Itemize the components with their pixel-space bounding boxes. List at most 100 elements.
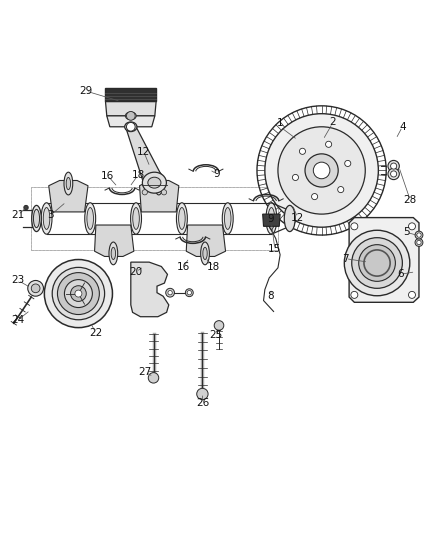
Circle shape <box>391 171 397 177</box>
Ellipse shape <box>131 203 141 234</box>
Text: 12: 12 <box>291 213 304 223</box>
Circle shape <box>344 230 410 296</box>
Ellipse shape <box>156 177 161 190</box>
Circle shape <box>64 280 92 308</box>
Polygon shape <box>140 181 179 212</box>
Circle shape <box>415 239 423 246</box>
Ellipse shape <box>266 203 277 234</box>
Circle shape <box>415 231 423 239</box>
Ellipse shape <box>179 207 185 229</box>
Circle shape <box>300 148 306 155</box>
Ellipse shape <box>33 209 39 228</box>
Circle shape <box>313 162 330 179</box>
Text: 2: 2 <box>329 117 336 126</box>
Ellipse shape <box>142 172 166 193</box>
Circle shape <box>345 160 351 166</box>
Circle shape <box>142 190 148 195</box>
Circle shape <box>278 127 365 214</box>
Text: 22: 22 <box>89 328 102 338</box>
Ellipse shape <box>148 177 161 188</box>
Ellipse shape <box>85 203 95 234</box>
Ellipse shape <box>41 203 52 234</box>
Ellipse shape <box>125 112 136 120</box>
Polygon shape <box>106 101 156 116</box>
Text: 6: 6 <box>397 269 403 279</box>
Text: 5: 5 <box>403 228 410 237</box>
Circle shape <box>71 286 86 302</box>
Ellipse shape <box>154 172 163 195</box>
Circle shape <box>214 321 224 330</box>
Ellipse shape <box>64 172 73 195</box>
Circle shape <box>417 233 421 237</box>
Ellipse shape <box>133 207 139 229</box>
Ellipse shape <box>32 205 41 231</box>
Circle shape <box>409 223 416 230</box>
Ellipse shape <box>125 122 137 132</box>
Circle shape <box>127 111 135 120</box>
Circle shape <box>24 205 28 210</box>
Text: 20: 20 <box>130 266 143 277</box>
Circle shape <box>44 260 113 328</box>
Circle shape <box>352 238 403 288</box>
Circle shape <box>359 245 396 281</box>
Circle shape <box>168 290 172 295</box>
Ellipse shape <box>43 207 50 229</box>
Circle shape <box>293 174 299 181</box>
Text: 7: 7 <box>343 254 349 264</box>
Text: 1: 1 <box>277 118 283 128</box>
Polygon shape <box>107 116 155 127</box>
Text: 24: 24 <box>11 315 25 325</box>
Text: 18: 18 <box>207 262 220 271</box>
Polygon shape <box>131 262 169 317</box>
Text: 4: 4 <box>399 122 406 132</box>
Polygon shape <box>186 225 226 256</box>
Ellipse shape <box>224 207 231 229</box>
Circle shape <box>325 141 332 147</box>
Polygon shape <box>126 127 165 183</box>
Text: 15: 15 <box>268 244 282 254</box>
Circle shape <box>52 268 105 320</box>
Text: 18: 18 <box>131 170 145 180</box>
Circle shape <box>75 290 82 297</box>
Ellipse shape <box>66 177 71 190</box>
Polygon shape <box>263 214 280 227</box>
Text: 21: 21 <box>11 210 25 220</box>
Circle shape <box>351 292 358 298</box>
Circle shape <box>351 223 358 230</box>
Text: 8: 8 <box>267 291 274 301</box>
Ellipse shape <box>203 247 207 260</box>
Ellipse shape <box>268 207 275 229</box>
Text: 27: 27 <box>138 367 152 377</box>
Ellipse shape <box>111 247 116 260</box>
Text: 3: 3 <box>48 210 54 220</box>
Circle shape <box>197 389 208 400</box>
Text: 29: 29 <box>79 86 92 96</box>
Ellipse shape <box>109 242 118 265</box>
Text: 12: 12 <box>137 147 151 157</box>
Text: 9: 9 <box>267 214 274 224</box>
Circle shape <box>161 190 166 195</box>
Ellipse shape <box>222 203 233 234</box>
Ellipse shape <box>87 207 93 229</box>
Polygon shape <box>95 225 134 256</box>
Circle shape <box>311 193 318 200</box>
Text: 23: 23 <box>11 276 25 286</box>
Circle shape <box>388 168 399 180</box>
Circle shape <box>409 292 416 298</box>
Text: 26: 26 <box>196 398 209 408</box>
Circle shape <box>388 160 399 172</box>
Circle shape <box>166 288 174 297</box>
Circle shape <box>305 154 338 187</box>
Circle shape <box>148 373 159 383</box>
Circle shape <box>265 114 378 227</box>
Circle shape <box>187 290 191 295</box>
Circle shape <box>31 284 40 293</box>
Circle shape <box>338 187 344 192</box>
Polygon shape <box>349 217 419 302</box>
Ellipse shape <box>177 203 187 234</box>
Text: 16: 16 <box>177 262 190 272</box>
Circle shape <box>417 240 421 245</box>
Circle shape <box>127 123 135 131</box>
Ellipse shape <box>284 205 295 231</box>
Polygon shape <box>106 88 156 101</box>
